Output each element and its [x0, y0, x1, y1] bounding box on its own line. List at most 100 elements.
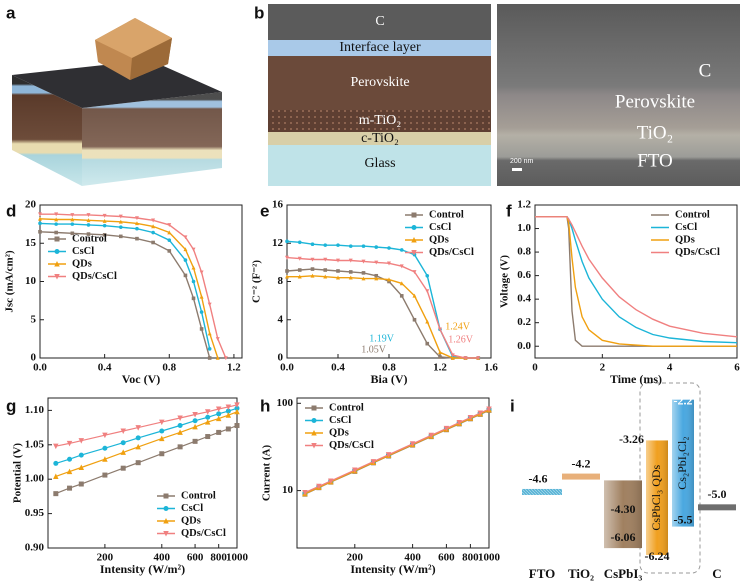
marker: [234, 408, 240, 415]
legend-label: Control: [675, 209, 710, 220]
band-shade: [672, 399, 694, 527]
band-name: FTO: [529, 566, 556, 581]
marker: [387, 277, 391, 282]
marker: [119, 225, 123, 229]
marker: [297, 268, 302, 272]
group-outline: [639, 382, 701, 574]
marker: [323, 243, 328, 247]
panel-label: e: [260, 201, 269, 220]
y-axis-title: Voltage (V): [499, 255, 511, 308]
x-tick-label: 800: [462, 552, 479, 564]
y-tick-label: 1.05: [25, 438, 45, 450]
marker: [205, 434, 211, 440]
y-tick-label: 8: [278, 275, 284, 287]
sem-label: FTO: [637, 150, 673, 171]
marker: [102, 472, 108, 478]
x-axis-title: Intensity (W/m²): [350, 562, 435, 576]
marker: [167, 249, 172, 253]
marker: [159, 451, 165, 457]
plot-frame: [296, 397, 490, 549]
marker: [159, 428, 165, 434]
sem-label: Perovskite: [615, 91, 695, 112]
marker: [53, 443, 59, 450]
y-tick-label: 0.90: [25, 542, 45, 554]
legend-marker: [163, 531, 169, 537]
marker: [310, 273, 315, 278]
legend-marker: [54, 249, 60, 254]
marker: [54, 217, 59, 222]
marker: [53, 473, 59, 479]
marker: [78, 438, 85, 444]
marker: [207, 347, 212, 351]
marker: [54, 222, 58, 226]
legend-marker: [311, 443, 317, 449]
legend-marker: [163, 518, 169, 524]
marker: [370, 459, 377, 465]
legend-marker: [411, 250, 417, 256]
marker: [159, 419, 165, 426]
marker: [399, 264, 404, 269]
marker: [205, 414, 211, 420]
marker: [86, 218, 91, 223]
marker: [54, 212, 59, 217]
marker: [167, 223, 172, 228]
marker: [409, 441, 416, 447]
band-name: TiO₂: [568, 566, 594, 581]
legend-marker: [54, 274, 60, 280]
y-tick-label: 12: [272, 237, 284, 249]
x-tick-label: 0.8: [382, 362, 396, 374]
marker: [297, 256, 302, 261]
marker: [234, 402, 240, 408]
marker: [361, 276, 366, 281]
marker: [348, 258, 353, 263]
marker: [159, 435, 165, 442]
legend-label: QDs: [72, 258, 92, 269]
x-tick-label: 600: [187, 552, 204, 564]
marker: [167, 238, 172, 242]
marker: [191, 247, 196, 252]
marker: [102, 456, 108, 462]
x-axis-title: Voc (V): [122, 372, 161, 386]
marker: [183, 258, 188, 262]
legend-marker: [54, 236, 60, 242]
marker: [70, 222, 75, 226]
marker: [425, 319, 430, 324]
x-axis-title: Bia (V): [371, 372, 408, 386]
marker: [191, 296, 196, 301]
marker: [223, 356, 228, 361]
marker: [192, 418, 198, 424]
marker: [177, 415, 183, 421]
marker: [234, 423, 240, 429]
marker: [134, 221, 139, 226]
legend-label: Control: [181, 490, 216, 501]
marker: [425, 273, 430, 278]
marker: [352, 467, 358, 474]
legend-label: QDs: [429, 234, 449, 245]
marker: [151, 230, 155, 235]
panel-label: h: [260, 396, 270, 415]
x-axis-title: Time (ms): [610, 372, 662, 386]
legend-label: CsCl: [675, 222, 697, 233]
x-tick-label: 800: [210, 552, 227, 564]
marker: [412, 317, 417, 322]
y-tick-label: 1.2: [517, 199, 531, 211]
marker: [177, 444, 183, 450]
legend-marker: [311, 405, 317, 411]
layer-label: c-TiO₂: [361, 131, 399, 146]
marker: [66, 468, 73, 475]
marker: [450, 353, 455, 358]
y-tick-label: 100: [277, 397, 294, 409]
marker: [135, 435, 141, 441]
legend-marker: [311, 430, 317, 436]
legend-marker: [163, 493, 169, 499]
x-tick-label: 1.6: [484, 362, 498, 374]
marker: [120, 440, 126, 446]
marker: [215, 406, 222, 413]
marker: [216, 411, 222, 417]
marker: [70, 231, 75, 236]
marker: [86, 223, 91, 227]
marker: [336, 243, 340, 247]
marker: [387, 246, 391, 250]
marker: [385, 452, 392, 458]
marker: [38, 216, 42, 221]
